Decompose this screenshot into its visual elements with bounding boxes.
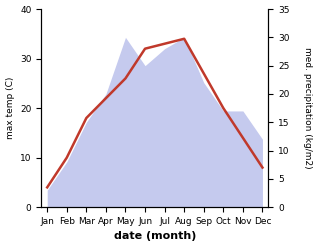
X-axis label: date (month): date (month) (114, 231, 196, 242)
Y-axis label: max temp (C): max temp (C) (5, 77, 15, 139)
Y-axis label: med. precipitation (kg/m2): med. precipitation (kg/m2) (303, 47, 313, 169)
